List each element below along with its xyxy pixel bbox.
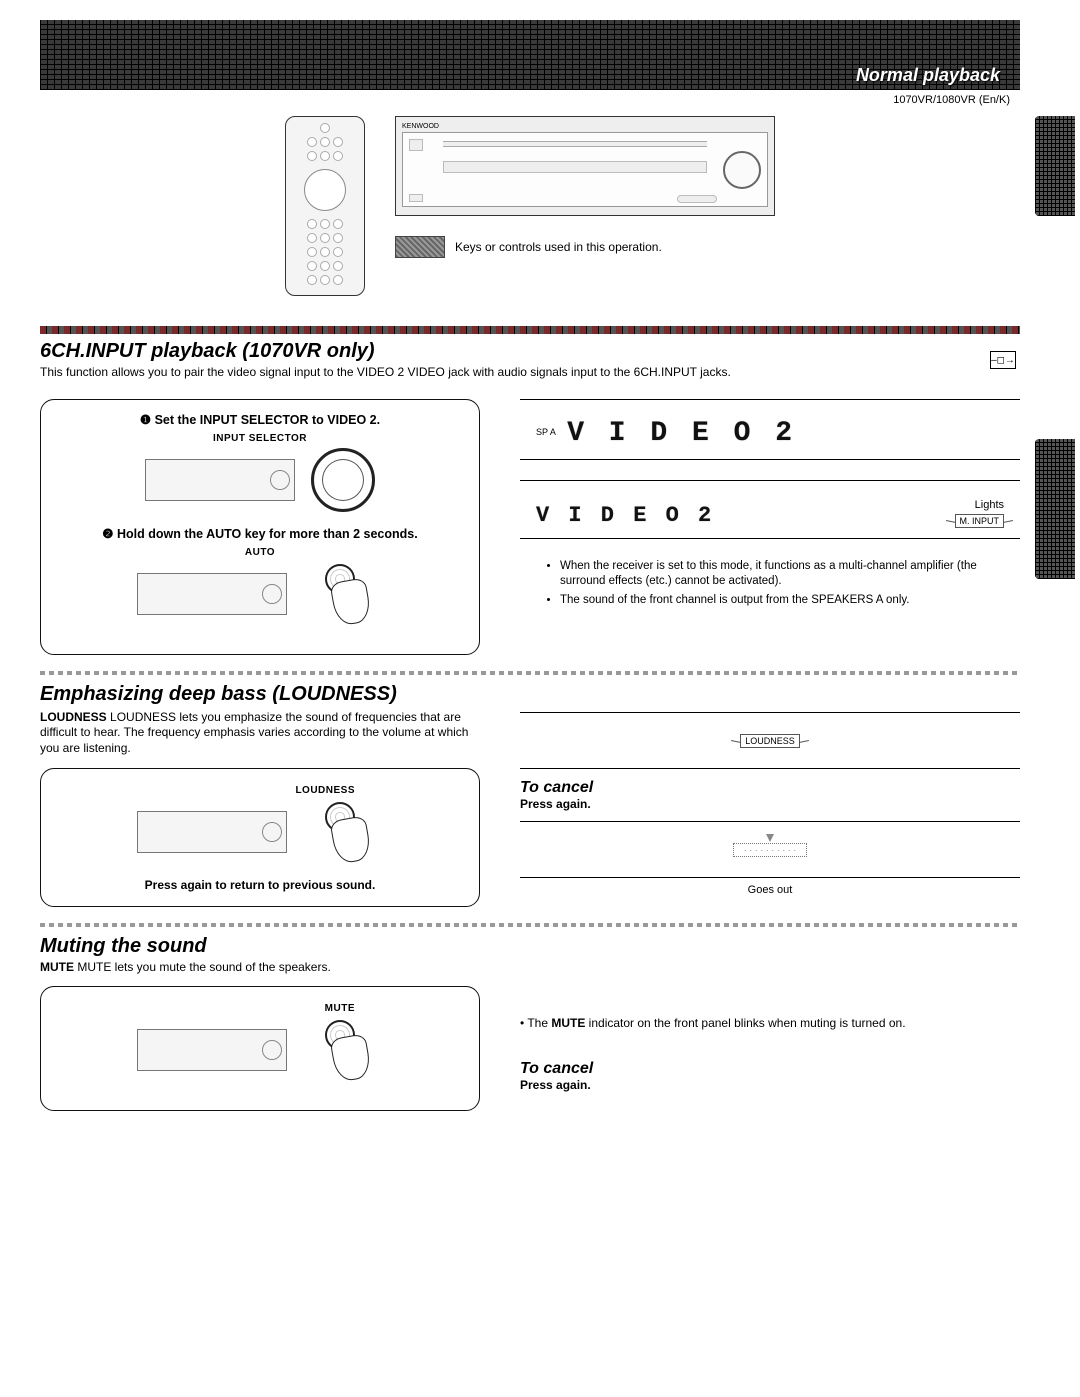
- step1-label: INPUT SELECTOR: [55, 433, 465, 444]
- model-line: 1070VR/1080VR (En/K): [40, 94, 1010, 106]
- input-selector-dial-icon: [311, 448, 375, 512]
- notes-6ch: When the receiver is set to this mode, i…: [520, 559, 1020, 609]
- spk-a-indicator: SP A: [536, 427, 556, 437]
- side-tab2-icon: [1035, 439, 1075, 579]
- two-col-muting: MUTE • The MUTE indicator on the front p…: [40, 986, 1020, 1111]
- loudness-indicator: LOUDNESS: [740, 734, 800, 748]
- note-item: When the receiver is set to this mode, i…: [560, 559, 1020, 590]
- display-text-bottom: V I D E O 2: [536, 503, 714, 528]
- step1-illustration: [55, 448, 465, 512]
- display-panel-bottom: V I D E O 2 Lights M. INPUT: [520, 480, 1020, 539]
- section-title-loudness: Emphasizing deep bass (LOUDNESS): [40, 683, 1020, 706]
- section-title-6ch: 6CH.INPUT playback (1070VR only): [40, 340, 1020, 363]
- cancel-title-mute: To cancel: [520, 1060, 1020, 1078]
- press-button-icon: [303, 800, 383, 864]
- step2-illustration: [55, 562, 465, 626]
- intro-loudness: LOUDNESS LOUDNESS lets you emphasize the…: [40, 710, 480, 757]
- loudness-card: LOUDNESS Press again to return to previo…: [40, 768, 480, 907]
- remote-illustration: [285, 116, 365, 296]
- cancel-sub-loudness: Press again.: [520, 797, 1020, 811]
- mute-card: MUTE: [40, 986, 480, 1111]
- manual-page: Normal playback 1070VR/1080VR (En/K) KEN…: [0, 0, 1080, 1151]
- press-button-icon: [303, 1018, 383, 1082]
- goes-out-label: Goes out: [520, 884, 1020, 896]
- section-title-muting: Muting the sound: [40, 935, 1020, 958]
- cancel-title-loudness: To cancel: [520, 779, 1020, 797]
- display-panel-top: SP A V I D E O 2: [520, 399, 1020, 460]
- mute-note: • The MUTE indicator on the front panel …: [520, 1016, 1020, 1030]
- mute-illustration: [55, 1018, 465, 1082]
- keys-used-note: Keys or controls used in this operation.: [395, 236, 775, 258]
- loudness-label: LOUDNESS: [55, 785, 355, 796]
- step2-label: AUTO: [55, 547, 465, 558]
- highlight-swatch-icon: [395, 236, 445, 258]
- step1-title: ❶ Set the INPUT SELECTOR to VIDEO 2.: [55, 412, 465, 427]
- minput-indicator: M. INPUT: [955, 514, 1005, 528]
- loudness-illustration: [55, 800, 465, 864]
- lights-label: Lights: [955, 499, 1005, 511]
- receiver-illustration: KENWOOD: [395, 116, 775, 216]
- two-col-6ch: ❶ Set the INPUT SELECTOR to VIDEO 2. INP…: [40, 399, 1020, 655]
- receiver-illustration-block: KENWOOD Keys or controls used in this op…: [395, 116, 775, 296]
- top-illustration-row: KENWOOD Keys or controls used in this op…: [40, 116, 1020, 296]
- intro-6ch: This function allows you to pair the vid…: [40, 365, 1020, 381]
- side-tab-icon: [1035, 116, 1075, 216]
- keys-used-text: Keys or controls used in this operation.: [455, 240, 662, 254]
- mute-label: MUTE: [55, 1003, 355, 1014]
- steps-card: ❶ Set the INPUT SELECTOR to VIDEO 2. INP…: [40, 399, 480, 655]
- intro-muting: MUTE MUTE lets you mute the sound of the…: [40, 960, 1020, 976]
- section-separator: [40, 326, 1020, 334]
- two-col-loudness: LOUDNESS LOUDNESS lets you emphasize the…: [40, 710, 1020, 908]
- thin-separator: [40, 923, 1020, 927]
- cancel-sub-mute: Press again.: [520, 1078, 1020, 1092]
- loudness-press-again: Press again to return to previous sound.: [55, 878, 465, 892]
- note-item: The sound of the front channel is output…: [560, 593, 1020, 609]
- header-banner: Normal playback: [856, 65, 1000, 86]
- loudness-off-indicator: · · · · · · · · · ·: [733, 843, 807, 857]
- page-ref-icon: –◻→: [990, 351, 1016, 369]
- header-pattern: Normal playback: [40, 20, 1020, 90]
- loudness-indicator-panel: LOUDNESS: [520, 712, 1020, 769]
- loudness-off-panel: · · · · · · · · · ·: [520, 821, 1020, 878]
- step2-title: ❷ Hold down the AUTO key for more than 2…: [55, 526, 465, 541]
- display-text-top: V I D E O 2: [567, 418, 796, 449]
- thin-separator: [40, 671, 1020, 675]
- press-button-icon: [303, 562, 383, 626]
